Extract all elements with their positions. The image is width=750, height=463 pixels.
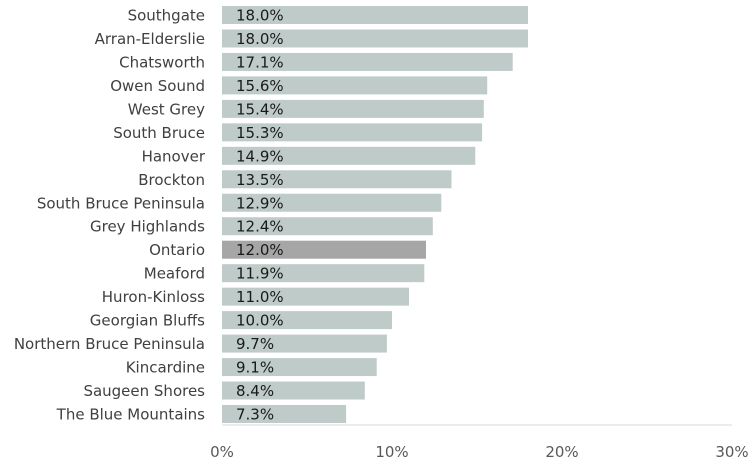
bar-arran-elderslie <box>222 29 528 48</box>
data-label-the-blue-mountains: 7.3% <box>236 405 274 423</box>
data-label-saugeen-shores: 8.4% <box>236 382 274 400</box>
bars-layer <box>222 6 528 423</box>
x-axis-ticks: 0% 10% 20% 30% <box>210 443 749 461</box>
category-label-south-bruce-peninsula: South Bruce Peninsula <box>37 194 205 212</box>
bar-the-blue-mountains <box>222 404 347 423</box>
labels-layer: Southgate 18.0% Arran-Elderslie 18.0% Chatsw… <box>14 7 284 424</box>
data-label-west-grey: 15.4% <box>236 100 284 118</box>
category-label-the-blue-mountains: The Blue Mountains <box>56 405 206 423</box>
category-label-huron-kinloss: Huron-Kinloss <box>102 288 205 306</box>
data-label-georgian-bluffs: 10.0% <box>236 312 284 330</box>
category-label-south-bruce: South Bruce <box>113 124 205 142</box>
data-label-grey-highlands: 12.4% <box>236 218 284 236</box>
category-label-ontario: Ontario <box>149 241 205 259</box>
category-label-chatsworth: Chatsworth <box>119 53 205 71</box>
category-label-west-grey: West Grey <box>128 100 205 118</box>
category-label-hanover: Hanover <box>142 147 206 165</box>
category-label-kincardine: Kincardine <box>126 359 205 377</box>
data-label-chatsworth: 17.1% <box>236 53 284 71</box>
category-label-northern-bruce-peninsula: Northern Bruce Peninsula <box>14 335 205 353</box>
data-label-south-bruce-peninsula: 12.9% <box>236 194 284 212</box>
category-label-meaford: Meaford <box>144 265 205 283</box>
bar-hanover <box>222 146 476 165</box>
data-label-kincardine: 9.1% <box>236 359 274 377</box>
bar-brockton <box>222 170 452 189</box>
data-label-brockton: 13.5% <box>236 171 284 189</box>
data-label-southgate: 18.0% <box>236 7 284 25</box>
bar-southgate <box>222 6 528 24</box>
data-label-arran-elderslie: 18.0% <box>236 30 284 48</box>
bar-west-grey <box>222 99 484 118</box>
category-label-arran-elderslie: Arran-Elderslie <box>95 30 205 48</box>
bar-ontario <box>222 240 426 259</box>
data-label-south-bruce: 15.3% <box>236 124 284 142</box>
category-label-southgate: Southgate <box>128 7 205 25</box>
x-tick-label-20: 20% <box>545 443 578 461</box>
bar-owen-sound <box>222 76 488 95</box>
category-label-georgian-bluffs: Georgian Bluffs <box>90 312 205 330</box>
data-label-hanover: 14.9% <box>236 147 284 165</box>
bar-south-bruce-peninsula <box>222 193 442 212</box>
data-label-northern-bruce-peninsula: 9.7% <box>236 335 274 353</box>
bar-georgian-bluffs <box>222 311 392 330</box>
bar-kincardine <box>222 358 377 377</box>
bar-grey-highlands <box>222 217 433 236</box>
data-label-meaford: 11.9% <box>236 265 284 283</box>
x-tick-label-10: 10% <box>375 443 408 461</box>
data-label-ontario: 12.0% <box>236 241 284 259</box>
bar-saugeen-shores <box>222 381 365 400</box>
bar-meaford <box>222 264 425 283</box>
bar-huron-kinloss <box>222 287 409 306</box>
bar-northern-bruce-peninsula <box>222 334 387 353</box>
bar-south-bruce <box>222 123 483 142</box>
category-label-saugeen-shores: Saugeen Shores <box>83 382 205 400</box>
x-tick-label-0: 0% <box>210 443 234 461</box>
category-label-brockton: Brockton <box>138 171 205 189</box>
data-label-huron-kinloss: 11.0% <box>236 288 284 306</box>
category-label-owen-sound: Owen Sound <box>110 77 205 95</box>
data-label-owen-sound: 15.6% <box>236 77 284 95</box>
bar-chatsworth <box>222 52 513 71</box>
category-label-grey-highlands: Grey Highlands <box>90 218 205 236</box>
x-tick-label-30: 30% <box>715 443 748 461</box>
